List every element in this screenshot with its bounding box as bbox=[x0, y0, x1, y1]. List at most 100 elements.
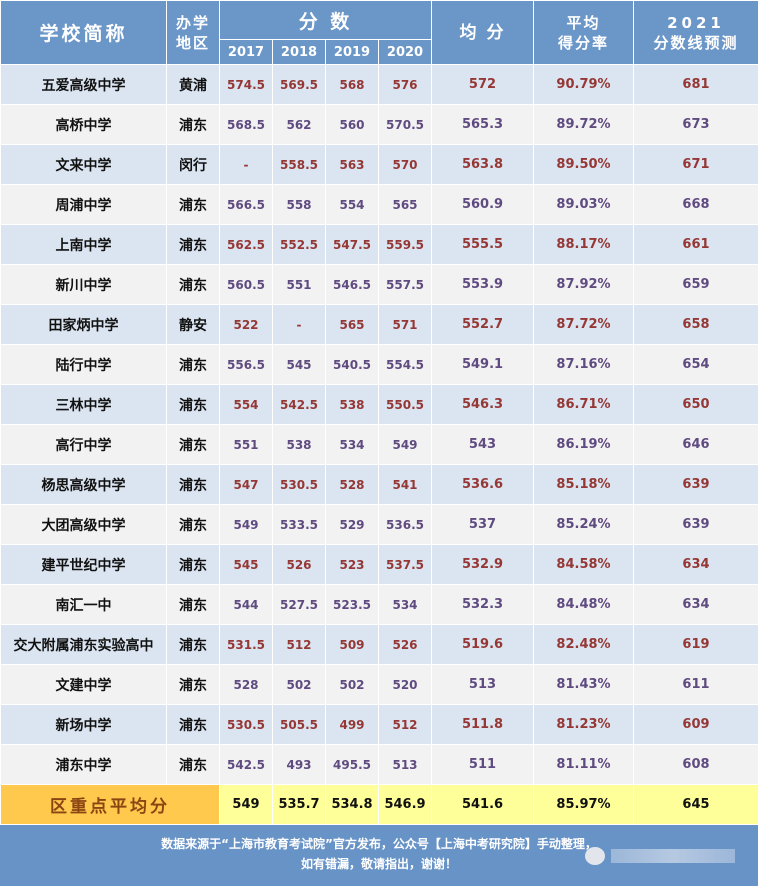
year-score: 533.5 bbox=[272, 504, 326, 545]
district: 浦东 bbox=[166, 624, 220, 665]
average-score: 552.7 bbox=[431, 304, 534, 345]
prediction-2021: 671 bbox=[633, 144, 758, 185]
average-score: 543 bbox=[431, 424, 534, 465]
score-rate: 86.19% bbox=[533, 424, 634, 465]
school-name: 文建中学 bbox=[0, 664, 167, 705]
prediction-2021: 609 bbox=[633, 704, 758, 745]
score-rate: 85.18% bbox=[533, 464, 634, 505]
school-name: 周浦中学 bbox=[0, 184, 167, 225]
year-score: 576 bbox=[378, 64, 432, 105]
year-score: 559.5 bbox=[378, 224, 432, 265]
summary-year-score: 534.8 bbox=[325, 784, 379, 825]
prediction-2021: 611 bbox=[633, 664, 758, 705]
average-score: 511.8 bbox=[431, 704, 534, 745]
header-year: 2017 bbox=[219, 39, 273, 65]
prediction-2021: 619 bbox=[633, 624, 758, 665]
table-row: 新场中学 浦东 530.5 505.5 499 512 511.8 81.23% 609 bbox=[0, 704, 758, 745]
table-row: 浦东中学 浦东 542.5 493 495.5 513 511 81.11% 608 bbox=[0, 744, 758, 785]
year-score: 522 bbox=[219, 304, 273, 345]
year-score: 557.5 bbox=[378, 264, 432, 305]
year-score: 562 bbox=[272, 104, 326, 145]
year-score: 554 bbox=[325, 184, 379, 225]
prediction-2021: 673 bbox=[633, 104, 758, 145]
table-row: 高桥中学 浦东 568.5 562 560 570.5 565.3 89.72% 673 bbox=[0, 104, 758, 145]
year-score: 570 bbox=[378, 144, 432, 185]
year-score: 534 bbox=[378, 584, 432, 625]
year-score: 568.5 bbox=[219, 104, 273, 145]
footer-note: 数据来源于“上海市教育考试院”官方发布，公众号【上海中考研究院】手动整理， 如有… bbox=[0, 825, 758, 886]
year-score: 560 bbox=[325, 104, 379, 145]
header-school: 学校简称 bbox=[0, 0, 167, 65]
school-name: 建平世纪中学 bbox=[0, 544, 167, 585]
year-score: 574.5 bbox=[219, 64, 273, 105]
score-rate: 89.72% bbox=[533, 104, 634, 145]
district: 浦东 bbox=[166, 704, 220, 745]
score-rate: 90.79% bbox=[533, 64, 634, 105]
district: 浦东 bbox=[166, 664, 220, 705]
year-score: 560.5 bbox=[219, 264, 273, 305]
table-row: 南汇一中 浦东 544 527.5 523.5 534 532.3 84.48% 634 bbox=[0, 584, 758, 625]
average-score: 549.1 bbox=[431, 344, 534, 385]
average-score: 565.3 bbox=[431, 104, 534, 145]
average-score: 536.6 bbox=[431, 464, 534, 505]
table-row: 上南中学 浦东 562.5 552.5 547.5 559.5 555.5 88.17% 661 bbox=[0, 224, 758, 265]
average-score: 563.8 bbox=[431, 144, 534, 185]
year-score: 551 bbox=[219, 424, 273, 465]
header-district: 办学 地区 bbox=[166, 0, 220, 65]
school-name: 高行中学 bbox=[0, 424, 167, 465]
year-score: 558.5 bbox=[272, 144, 326, 185]
table-row: 高行中学 浦东 551 538 534 549 543 86.19% 646 bbox=[0, 424, 758, 465]
average-score: 532.9 bbox=[431, 544, 534, 585]
prediction-2021: 668 bbox=[633, 184, 758, 225]
year-score: 530.5 bbox=[219, 704, 273, 745]
wechat-icon bbox=[585, 847, 605, 865]
year-score: 495.5 bbox=[325, 744, 379, 785]
summary-rate: 85.97% bbox=[533, 784, 634, 825]
year-score: 530.5 bbox=[272, 464, 326, 505]
score-rate: 89.50% bbox=[533, 144, 634, 185]
year-score: 552.5 bbox=[272, 224, 326, 265]
year-score: 565 bbox=[378, 184, 432, 225]
year-score: 556.5 bbox=[219, 344, 273, 385]
average-score: 532.3 bbox=[431, 584, 534, 625]
year-score: 531.5 bbox=[219, 624, 273, 665]
prediction-2021: 634 bbox=[633, 544, 758, 585]
prediction-2021: 634 bbox=[633, 584, 758, 625]
table-row: 建平世纪中学 浦东 545 526 523 537.5 532.9 84.58% 634 bbox=[0, 544, 758, 585]
table-row: 文建中学 浦东 528 502 502 520 513 81.43% 611 bbox=[0, 664, 758, 705]
score-rate: 88.17% bbox=[533, 224, 634, 265]
score-rate: 87.92% bbox=[533, 264, 634, 305]
average-score: 555.5 bbox=[431, 224, 534, 265]
average-score: 519.6 bbox=[431, 624, 534, 665]
year-score: 547 bbox=[219, 464, 273, 505]
year-score: 540.5 bbox=[325, 344, 379, 385]
score-rate: 86.71% bbox=[533, 384, 634, 425]
score-rate: 81.23% bbox=[533, 704, 634, 745]
year-score: 554.5 bbox=[378, 344, 432, 385]
school-name: 新场中学 bbox=[0, 704, 167, 745]
district: 浦东 bbox=[166, 424, 220, 465]
year-score: 570.5 bbox=[378, 104, 432, 145]
year-score: 529 bbox=[325, 504, 379, 545]
district: 浦东 bbox=[166, 264, 220, 305]
table-row: 大团高级中学 浦东 549 533.5 529 536.5 537 85.24% 639 bbox=[0, 504, 758, 545]
year-score: 541 bbox=[378, 464, 432, 505]
year-score: 513 bbox=[378, 744, 432, 785]
prediction-2021: 608 bbox=[633, 744, 758, 785]
summary-prediction: 645 bbox=[633, 784, 758, 825]
year-score: - bbox=[219, 144, 273, 185]
year-score: 547.5 bbox=[325, 224, 379, 265]
school-name: 交大附属浦东实验高中 bbox=[0, 624, 167, 665]
header-scores: 分 数 bbox=[219, 0, 432, 40]
year-score: 526 bbox=[378, 624, 432, 665]
blurred-account-name bbox=[611, 849, 735, 863]
school-name: 浦东中学 bbox=[0, 744, 167, 785]
district: 浦东 bbox=[166, 184, 220, 225]
score-rate: 81.11% bbox=[533, 744, 634, 785]
year-score: 538 bbox=[272, 424, 326, 465]
header-year: 2018 bbox=[272, 39, 326, 65]
score-table: 学校简称 办学 地区 分 数 均 分 平均 得分率 2021 分数线预测 2017 2… bbox=[0, 0, 758, 825]
summary-average: 541.6 bbox=[431, 784, 534, 825]
prediction-2021: 654 bbox=[633, 344, 758, 385]
prediction-2021: 639 bbox=[633, 464, 758, 505]
